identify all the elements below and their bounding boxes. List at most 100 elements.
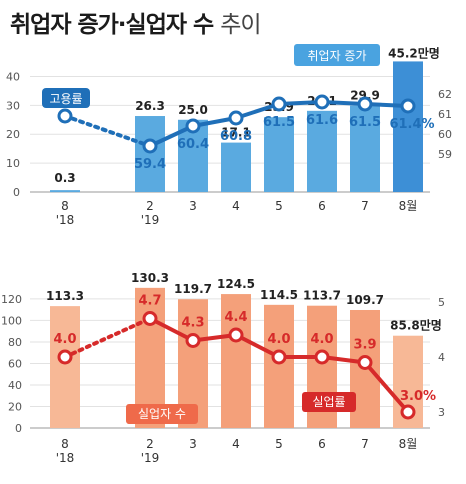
unemployment-chart: 0 20 40 60 80 100 120 3 4 5 113.3 130.3 119.7 124.5 11… [1,252,460,484]
bar-value-label: 17.1 [221,126,251,140]
bar [135,116,165,192]
legend-bar-box [294,44,380,66]
line-value-label: 4.0 [267,332,290,347]
bar-value-label: 29.9 [350,89,380,103]
bar [50,190,80,193]
legend-line-box [42,88,90,108]
title-sub: 추이 [220,12,261,38]
line-value-label: 4.4 [224,310,247,325]
line-value-label: 3.0% [400,389,436,404]
bar-value-label: 85.8만명 [390,318,442,333]
bar [221,294,251,428]
y2-tick-label: 61 [438,108,452,121]
line-point [314,94,330,110]
x-tick-label: '19 [141,451,160,465]
bar-value-label: 113.3 [46,289,84,303]
y2-tick-label: 4 [438,351,445,364]
y-tick-label: 100 [1,314,22,327]
title-main: 취업자 증가·실업자 수 [10,12,214,38]
x-tick-label: '19 [141,213,160,227]
bar [264,304,294,428]
y-tick-label: 0 [15,422,22,435]
x-tick-label: 2 [146,437,154,451]
bar [350,105,380,192]
bar [307,110,337,192]
x-tick-label: 6 [318,437,326,451]
legend-line-label: 실업률 [312,395,345,409]
legend-line-box [302,392,356,412]
bar-value-label: 114.5 [260,288,298,302]
x-tick-label: 3 [189,199,197,213]
line-value-label: 60.8 [220,129,252,144]
line-value-label: 4.7 [138,294,161,309]
legend-line-label: 고용률 [49,92,82,106]
chart1-background [6,40,460,245]
y2-tick-label: 5 [438,296,445,309]
bar [50,306,80,428]
line-point [142,138,158,154]
x-tick-label: 8월 [399,199,418,213]
y2-tick-label: 59 [438,148,452,161]
x-tick-label: '18 [56,213,75,227]
bar-value-label: 25.0 [178,103,208,117]
bar [264,117,294,192]
line-dotted-segment [63,316,152,359]
line-point [400,404,416,420]
line-point [57,349,73,365]
line-value-label: 61.5 [263,115,295,130]
x-tick-label: 4 [232,199,240,213]
chart-title: 취업자 증가·실업자 수 추이 [10,5,262,39]
line-point [357,355,373,370]
x-tick-label: 8월 [399,437,418,451]
line-point [185,118,201,134]
line-point [271,349,287,365]
line-value-label: 3.9 [353,338,376,353]
bar-value-label: 119.7 [174,282,212,296]
line-point [228,110,244,126]
y-tick-label: 20 [8,400,22,413]
line-point [271,96,287,112]
y-tick-label: 80 [8,336,22,349]
x-tick-label: 7 [361,199,369,213]
line-point [57,108,73,124]
line-value-label: 61.6 [306,113,338,128]
line-point [142,311,158,326]
y-tick-label: 30 [6,99,20,112]
x-tick-label: 5 [275,437,283,451]
line-value-label: 4.0 [53,332,76,347]
x-tick-label: 8 [61,437,69,451]
y-tick-label: 0 [13,186,20,199]
bar-value-label: 113.7 [303,289,341,303]
line-value-label: 59.4 [134,157,166,172]
bar [221,142,251,192]
x-tick-label: 7 [361,437,369,451]
line-point [314,349,330,365]
legend-bar-label: 취업자 증가 [307,49,366,63]
line-dotted-segment [63,114,152,148]
y-tick-label: 40 [6,70,20,83]
legend-bar-box [126,404,198,424]
x-tick-label: 6 [318,199,326,213]
bar-value-label: 124.5 [217,277,255,291]
y2-tick-label: 62 [438,88,452,101]
bar-value-label: 109.7 [346,293,384,307]
y2-tick-label: 60 [438,128,452,141]
line-value-label: 61.4% [389,117,434,132]
bar-value-label: 26.3 [135,99,165,113]
x-tick-label: '18 [56,451,75,465]
y-tick-label: 20 [6,128,20,141]
line-point [357,96,373,112]
line-value-label: 4.0 [310,332,333,347]
y-tick-label: 60 [8,357,22,370]
legend-bar-label: 실업자 수 [138,407,186,421]
x-tick-label: 2 [146,199,154,213]
employment-chart: 010203040596061620.326.325.017.125.928.1… [6,40,460,245]
line-point [228,327,244,343]
x-tick-label: 5 [275,199,283,213]
line-value-label: 60.4 [177,137,209,152]
bar-value-label: 0.3 [54,171,75,185]
y-tick-label: 40 [8,379,22,392]
line-point [400,98,416,114]
line-value-label: 61.5 [349,115,381,130]
line-point [185,333,201,348]
